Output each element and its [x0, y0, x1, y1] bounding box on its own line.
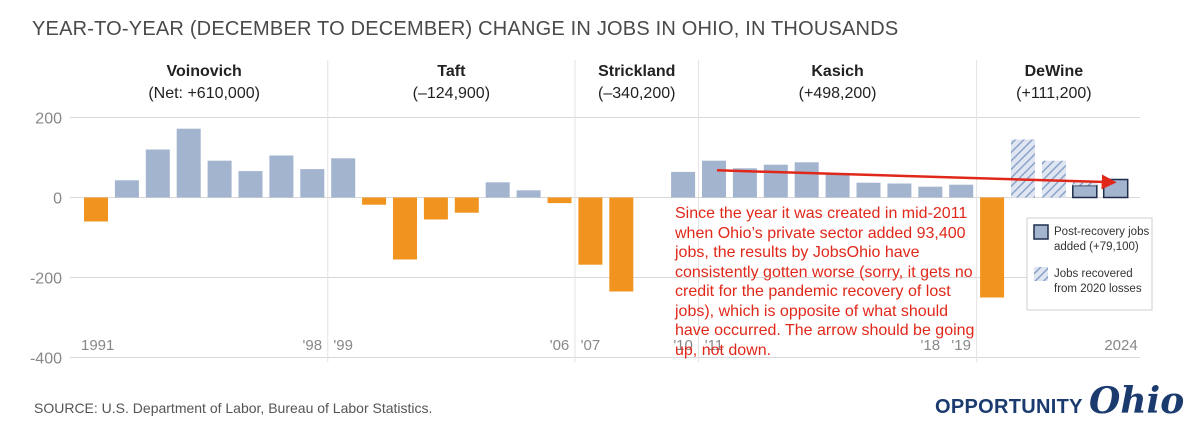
legend-label: added (+79,100): [1054, 241, 1139, 253]
bar: [485, 182, 510, 198]
bar: [732, 168, 757, 198]
bar: [1072, 184, 1098, 199]
era-net-change: (+498,200): [799, 85, 877, 102]
bar: [949, 184, 974, 198]
bar: [887, 183, 912, 198]
bar: [516, 190, 541, 198]
legend-swatch-post-recovery: [1033, 224, 1049, 240]
era-net-change: (+111,200): [1016, 85, 1091, 102]
x-tick-label: '98: [303, 337, 323, 354]
era-net-change: (Net: +610,000): [148, 85, 260, 102]
era-labels: Voinovich (Net: +610,000) Taft (–124,900) St…: [148, 63, 1091, 102]
opportunity-ohio-logo: OPPORTUNITY Ohio: [935, 380, 1184, 430]
era-net-change: (–124,900): [413, 85, 490, 102]
x-tick-label: '06: [550, 337, 570, 354]
y-tick-label: -200: [30, 271, 62, 288]
bar: [980, 197, 1005, 298]
x-tick-label: 2024: [1104, 337, 1137, 354]
bar: [1011, 139, 1035, 198]
era-governor: Kasich: [811, 63, 863, 80]
bar: [331, 158, 356, 198]
bar: [207, 160, 232, 198]
bar: [763, 164, 788, 198]
bar: [362, 197, 387, 205]
x-tick-label: '99: [333, 337, 353, 354]
bar: [454, 197, 479, 213]
x-tick-label: 1991: [81, 337, 114, 354]
bar: [671, 171, 696, 198]
annotation-text: Since the year it was created in mid-201…: [675, 205, 975, 359]
bar: [176, 128, 201, 198]
gridlines: [70, 117, 1140, 358]
bar: [114, 180, 139, 198]
era-governor: Strickland: [598, 63, 675, 80]
bar: [393, 197, 417, 260]
x-tick-label: '10: [673, 337, 693, 354]
y-tick-label: 0: [53, 191, 62, 208]
x-tick-label: '19: [951, 337, 971, 354]
bar: [84, 197, 108, 222]
y-tick-label: -400: [30, 351, 62, 368]
bar: [918, 186, 943, 198]
trend-arrow: [716, 169, 1117, 190]
x-tick-label: '07: [581, 337, 601, 354]
legend-swatch-recovered: [1034, 267, 1048, 281]
source-note: SOURCE: U.S. Department of Labor, Bureau…: [34, 400, 433, 416]
x-tick-label: '11: [705, 337, 723, 354]
bar: [269, 155, 294, 198]
bar: [825, 174, 850, 198]
legend-label: Jobs recovered: [1054, 268, 1133, 280]
x-tick-label: '18: [921, 337, 941, 354]
legend-label: from 2020 losses: [1054, 283, 1142, 295]
bar: [609, 197, 634, 292]
bar: [238, 171, 263, 198]
logo-word-opportunity: OPPORTUNITY: [935, 396, 1083, 418]
legend-label: Post-recovery jobs: [1054, 226, 1149, 238]
trend-arrow-line: [716, 169, 1117, 190]
legend: Post-recovery jobs added (+79,100) Jobs re…: [1026, 217, 1153, 311]
bar: [547, 197, 572, 204]
bar: [1072, 180, 1097, 186]
era-governor: Taft: [437, 63, 466, 80]
era-net-change: (–340,200): [598, 85, 675, 102]
bar: [145, 149, 170, 198]
bar: [794, 162, 819, 198]
bar: [856, 182, 881, 198]
chart-title: YEAR-TO-YEAR (DECEMBER TO DECEMBER) CHAN…: [32, 18, 899, 40]
bar: [702, 160, 726, 198]
logo-word-ohio: Ohio: [1089, 380, 1185, 422]
bars: [84, 128, 1129, 298]
bar: [300, 169, 325, 198]
era-governor: DeWine: [1025, 63, 1084, 80]
y-tick-label: 200: [35, 111, 62, 128]
x-axis: 1991 '98 '99 '06 '07 '10 '11 '18 '19 2024: [81, 337, 1138, 354]
bar: [578, 197, 603, 265]
y-axis: 200 0 -200 -400: [30, 111, 62, 368]
era-dividers: [327, 60, 978, 362]
era-governor: Voinovich: [167, 63, 242, 80]
bar: [423, 197, 448, 220]
